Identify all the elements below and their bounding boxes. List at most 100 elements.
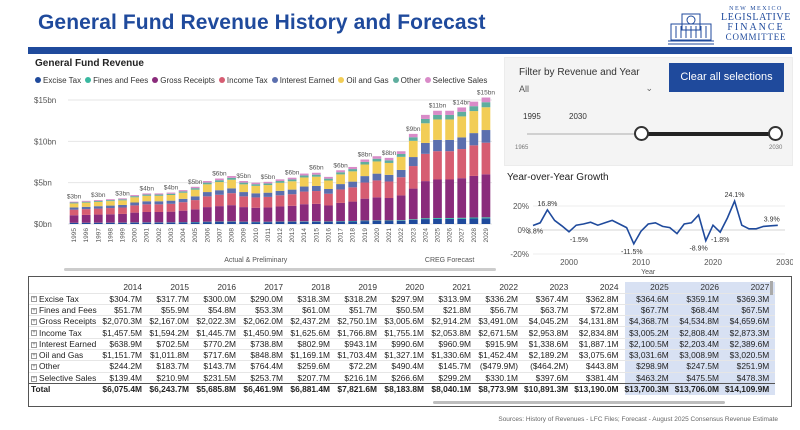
- legend-item[interactable]: Gross Receipts: [152, 76, 215, 85]
- bar-segment[interactable]: [202, 222, 212, 224]
- bar-segment[interactable]: [106, 199, 115, 201]
- bar-segment[interactable]: [275, 179, 285, 182]
- bar-segment[interactable]: [130, 222, 139, 224]
- bar-2017[interactable]: [336, 170, 345, 224]
- bar-segment[interactable]: [251, 193, 261, 198]
- table-horizontal-scrollbar[interactable]: [433, 401, 725, 404]
- column-header-year[interactable]: 2020: [405, 282, 424, 293]
- row-label-cell[interactable]: + Interest Earned: [29, 337, 101, 350]
- bar-segment[interactable]: [481, 97, 491, 103]
- bar-segment[interactable]: [275, 221, 285, 224]
- bar-segment[interactable]: [166, 195, 176, 201]
- bar-segment[interactable]: [396, 195, 406, 221]
- bar-segment[interactable]: [433, 218, 442, 224]
- chart-scrollbar[interactable]: [64, 268, 496, 271]
- bar-segment[interactable]: [360, 182, 370, 199]
- bar-segment[interactable]: [190, 196, 200, 201]
- bar-segment[interactable]: [130, 195, 139, 197]
- legend-item[interactable]: Other: [392, 76, 421, 85]
- bar-segment[interactable]: [433, 114, 442, 120]
- bar-2022[interactable]: [396, 151, 406, 224]
- bar-segment[interactable]: [81, 202, 91, 207]
- bar-segment[interactable]: [384, 160, 394, 163]
- bar-segment[interactable]: [81, 214, 91, 223]
- bar-segment[interactable]: [469, 218, 479, 224]
- bar-segment[interactable]: [251, 182, 261, 185]
- bar-2019[interactable]: [360, 159, 370, 224]
- bar-segment[interactable]: [384, 198, 394, 221]
- bar-segment[interactable]: [81, 206, 91, 210]
- bar-segment[interactable]: [433, 217, 442, 219]
- bar-segment[interactable]: [287, 205, 297, 222]
- bar-segment[interactable]: [202, 181, 212, 183]
- bar-segment[interactable]: [408, 166, 418, 189]
- bar-segment[interactable]: [372, 180, 382, 198]
- expand-row-icon[interactable]: +: [31, 296, 37, 303]
- bar-segment[interactable]: [190, 188, 200, 190]
- bar-segment[interactable]: [227, 177, 236, 180]
- bar-segment[interactable]: [142, 222, 152, 224]
- bar-segment[interactable]: [299, 191, 309, 205]
- column-header-year[interactable]: 2016: [217, 282, 236, 293]
- bar-segment[interactable]: [481, 107, 491, 131]
- bar-segment[interactable]: [166, 200, 176, 204]
- year-slider-start-handle[interactable]: [634, 126, 649, 141]
- bar-segment[interactable]: [457, 107, 467, 112]
- bar-segment[interactable]: [469, 175, 479, 218]
- bar-segment[interactable]: [384, 220, 394, 222]
- bar-segment[interactable]: [118, 200, 127, 205]
- bar-2012[interactable]: [275, 179, 285, 224]
- bar-segment[interactable]: [421, 118, 430, 124]
- bar-segment[interactable]: [396, 220, 406, 224]
- bar-segment[interactable]: [421, 218, 430, 220]
- bar-segment[interactable]: [469, 133, 479, 146]
- bar-segment[interactable]: [360, 159, 370, 162]
- bar-segment[interactable]: [154, 193, 164, 195]
- bar-segment[interactable]: [372, 220, 382, 224]
- bar-segment[interactable]: [154, 194, 164, 196]
- bar-segment[interactable]: [384, 181, 394, 199]
- bar-segment[interactable]: [263, 181, 273, 184]
- bar-2008[interactable]: [227, 176, 236, 224]
- bar-segment[interactable]: [178, 222, 188, 224]
- column-header-year[interactable]: 2018: [311, 282, 330, 293]
- bar-segment[interactable]: [348, 201, 358, 221]
- bar-segment[interactable]: [311, 203, 321, 222]
- bar-segment[interactable]: [239, 184, 249, 193]
- bar-segment[interactable]: [239, 192, 249, 197]
- expand-row-icon[interactable]: +: [31, 364, 37, 371]
- table-vertical-scrollbar[interactable]: [770, 281, 773, 295]
- column-header-year[interactable]: 2024: [599, 282, 619, 293]
- bar-2028[interactable]: [469, 101, 479, 224]
- bar-segment[interactable]: [348, 169, 358, 172]
- bar-segment[interactable]: [118, 222, 127, 224]
- bar-segment[interactable]: [69, 215, 79, 223]
- row-label-cell[interactable]: + Fines and Fees: [29, 303, 101, 316]
- bar-segment[interactable]: [239, 182, 249, 185]
- bar-segment[interactable]: [106, 222, 115, 224]
- bar-segment[interactable]: [384, 221, 394, 224]
- bar-segment[interactable]: [408, 137, 418, 141]
- bar-segment[interactable]: [469, 101, 479, 107]
- bar-segment[interactable]: [118, 213, 127, 223]
- bar-segment[interactable]: [457, 137, 467, 150]
- bar-1997[interactable]: [93, 200, 103, 224]
- bar-segment[interactable]: [457, 149, 467, 179]
- bar-segment[interactable]: [408, 133, 418, 138]
- bar-segment[interactable]: [287, 189, 297, 195]
- bar-segment[interactable]: [396, 151, 406, 154]
- row-label-cell[interactable]: + Other: [29, 360, 101, 373]
- bar-segment[interactable]: [69, 202, 79, 204]
- bar-segment[interactable]: [190, 189, 200, 197]
- bar-segment[interactable]: [142, 194, 152, 196]
- bar-segment[interactable]: [396, 220, 406, 221]
- bar-segment[interactable]: [93, 208, 103, 215]
- bar-segment[interactable]: [299, 173, 309, 176]
- legend-item[interactable]: Oil and Gas: [338, 76, 389, 85]
- bar-segment[interactable]: [336, 184, 345, 190]
- bar-segment[interactable]: [93, 200, 103, 201]
- bar-segment[interactable]: [118, 199, 127, 201]
- bar-segment[interactable]: [130, 205, 139, 213]
- bar-segment[interactable]: [178, 192, 188, 199]
- expand-row-icon[interactable]: +: [31, 307, 37, 314]
